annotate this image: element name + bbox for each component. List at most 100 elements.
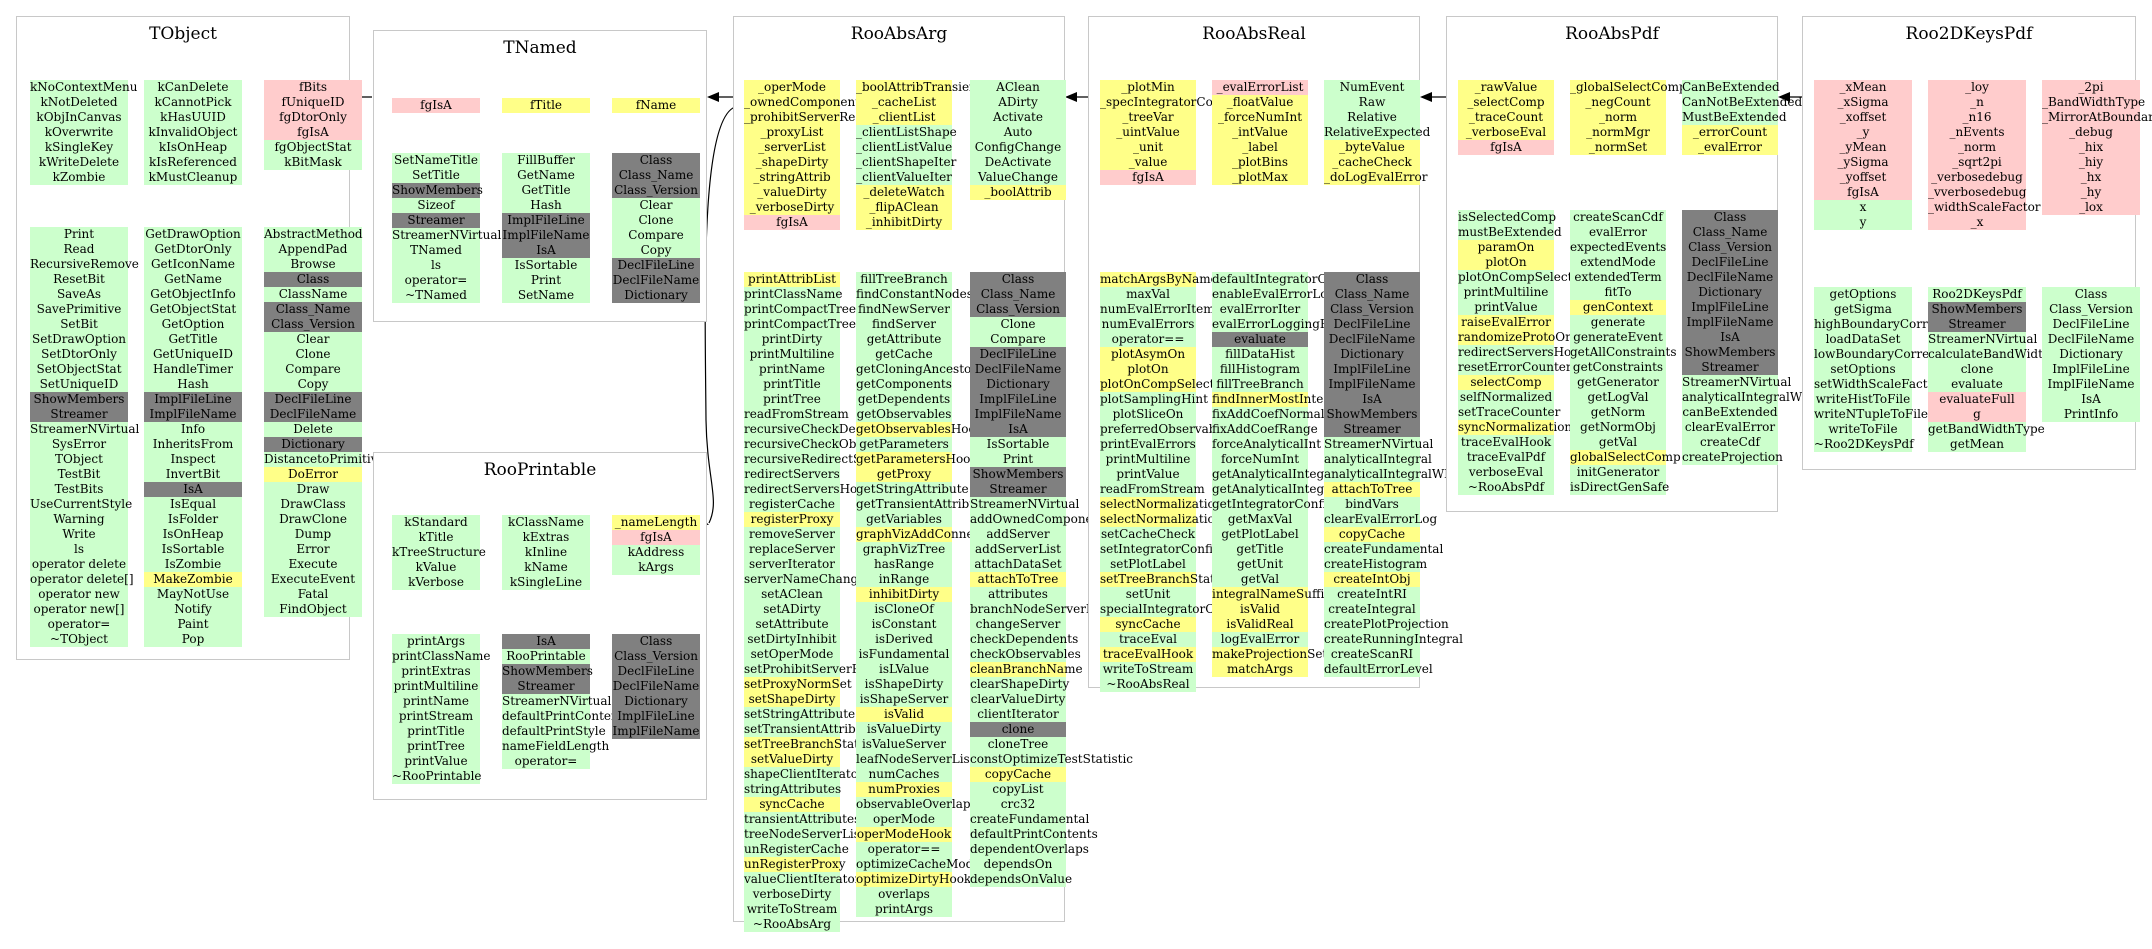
member-fgisa[interactable]: fgIsA [744,215,840,230]
member-isa[interactable]: IsA [502,243,590,258]
member-evalerroriter[interactable]: evalErrorIter [1212,302,1308,317]
member-highboundarycorrection[interactable]: highBoundaryCorrection [1814,317,1966,332]
member-isderived[interactable]: isDerived [856,632,952,647]
member-printmultiline[interactable]: printMultiline [392,679,480,694]
member-x[interactable]: _x [1928,215,2026,230]
member-printname[interactable]: printName [392,694,480,709]
member-streamernvirtual[interactable]: StreamerNVirtual [502,694,612,709]
member-uintvalue[interactable]: _uintValue [1100,125,1196,140]
member-implfileline[interactable]: ImplFileLine [970,392,1066,407]
member-write[interactable]: Write [30,527,128,542]
member-hy[interactable]: _hy [2042,185,2140,200]
member-printextras[interactable]: printExtras [392,664,480,679]
member-ls[interactable]: ls [30,542,128,557]
member-createintobj[interactable]: createIntObj [1324,572,1420,587]
member-hiy[interactable]: _hiy [2042,155,2140,170]
member-redirectservershook[interactable]: redirectServersHook [744,482,872,497]
member-reseterrorcounters[interactable]: resetErrorCounters [1458,360,1578,375]
member-syncnormalization[interactable]: syncNormalization [1458,420,1573,435]
member-canbeextended[interactable]: CanBeExtended [1682,80,1780,95]
member-fgisa[interactable]: fgIsA [392,98,480,113]
member-readfromstream[interactable]: readFromStream [1100,482,1205,497]
member-defaultprintstyle[interactable]: defaultPrintStyle [502,724,606,739]
member-changeserver[interactable]: changeServer [970,617,1066,632]
member-kclassname[interactable]: kClassName [502,515,590,530]
member-normset[interactable]: _normSet [1570,140,1666,155]
member-isa[interactable]: IsA [502,634,590,649]
member-maxval[interactable]: maxVal [1100,287,1196,302]
member-forcenumint[interactable]: _forceNumInt [1212,110,1308,125]
member-selectnormalization[interactable]: selectNormalization [1100,497,1223,512]
member-redirectservershook[interactable]: redirectServersHook [1458,345,1586,360]
member-class[interactable]: Class [970,272,1066,287]
member-setopermode[interactable]: setOperMode [744,647,840,662]
member-relativeexpected[interactable]: RelativeExpected [1324,125,1431,140]
member-checkdependents[interactable]: checkDependents [970,632,1079,647]
member-kinvalidobject[interactable]: kInvalidObject [144,125,242,140]
member-filldatahist[interactable]: fillDataHist [1212,347,1308,362]
member-getgenerator[interactable]: getGenerator [1570,375,1666,390]
member-declfilename[interactable]: DeclFileName [612,679,700,694]
member-evaluate[interactable]: evaluate [1212,332,1308,347]
member-isvalid[interactable]: isValid [1212,602,1308,617]
member-evalerrorlist[interactable]: _evalErrorList [1212,80,1308,95]
member-class-version[interactable]: Class_Version [1682,240,1778,255]
member-getname[interactable]: GetName [144,272,242,287]
member-class-version[interactable]: Class_Version [970,302,1066,317]
member-dictionary[interactable]: Dictionary [2042,347,2140,362]
member-implfilename[interactable]: ImplFileName [144,407,242,422]
member-sizeof[interactable]: Sizeof [392,198,480,213]
member-numevent[interactable]: NumEvent [1324,80,1420,95]
member-value[interactable]: _value [1100,155,1196,170]
member-warning[interactable]: Warning [30,512,128,527]
member-implfilename[interactable]: ImplFileName [970,407,1066,422]
member-specintegratorconfig[interactable]: _specIntegratorConfig [1100,95,1237,110]
member-getobservableshook[interactable]: getObservablesHook [856,422,984,437]
member-printtitle[interactable]: printTitle [744,377,840,392]
member-showmembers[interactable]: ShowMembers [1682,345,1778,360]
member-isonheap[interactable]: IsOnHeap [144,527,242,542]
member-dictionary[interactable]: Dictionary [612,288,700,303]
member-shapeclientiterator[interactable]: shapeClientIterator [744,767,864,782]
member-createintegral[interactable]: createIntegral [1324,602,1420,617]
member-isdirectgensafe[interactable]: isDirectGenSafe [1570,480,1670,495]
member-ktitle[interactable]: kTitle [392,530,480,545]
member-class-version[interactable]: Class_Version [264,317,362,332]
member-valuedirty[interactable]: _valueDirty [744,185,840,200]
member-showmembers[interactable]: ShowMembers [30,392,128,407]
member-execute[interactable]: Execute [264,557,362,572]
member-clearevalerror[interactable]: clearEvalError [1682,420,1778,435]
member-islvalue[interactable]: isLValue [856,662,952,677]
member-constoptimizeteststatistic[interactable]: constOptimizeTestStatistic [970,752,1134,767]
member-ymean[interactable]: _yMean [1814,140,1912,155]
member-drawclone[interactable]: DrawClone [264,512,362,527]
member-writetofile[interactable]: writeToFile [1814,422,1912,437]
member-label[interactable]: _label [1212,140,1308,155]
member-isconstant[interactable]: isConstant [856,617,952,632]
member-operator[interactable]: operator= [502,754,590,769]
member-evalerror[interactable]: evalError [1570,225,1666,240]
member-n16[interactable]: _n16 [1928,110,2026,125]
member-gettitle[interactable]: getTitle [1212,542,1308,557]
member-namefieldlength[interactable]: nameFieldLength [502,739,610,754]
member-opermodehook[interactable]: operModeHook [856,827,952,842]
member-debug[interactable]: _debug [2042,125,2140,140]
member-createplotprojection[interactable]: createPlotProjection [1324,617,1449,632]
member-synccache[interactable]: syncCache [744,797,840,812]
member-printmultiline[interactable]: printMultiline [1100,452,1196,467]
member-clientvalueiter[interactable]: _clientValueIter [856,170,952,185]
member-plotsliceon[interactable]: plotSliceOn [1100,407,1196,422]
member-analyticalintegralwn[interactable]: analyticalIntegralWN [1324,467,1455,482]
member-saveas[interactable]: SaveAs [30,287,128,302]
member-ksinglekey[interactable]: kSingleKey [30,140,128,155]
member-servernamechangehook[interactable]: serverNameChangeHook [744,572,898,587]
member-2pi[interactable]: _2pi [2042,80,2140,95]
member-setaclean[interactable]: setAClean [744,587,840,602]
member-khasuuid[interactable]: kHasUUID [144,110,242,125]
member-matchargsbyname[interactable]: matchArgsByName [1100,272,1218,287]
member-operator-new[interactable]: operator new[] [30,602,128,617]
member-registercache[interactable]: registerCache [744,497,840,512]
member-namelength[interactable]: _nameLength [612,515,700,530]
member-findnewserver[interactable]: findNewServer [856,302,952,317]
member-fgisa[interactable]: fgIsA [1814,185,1912,200]
